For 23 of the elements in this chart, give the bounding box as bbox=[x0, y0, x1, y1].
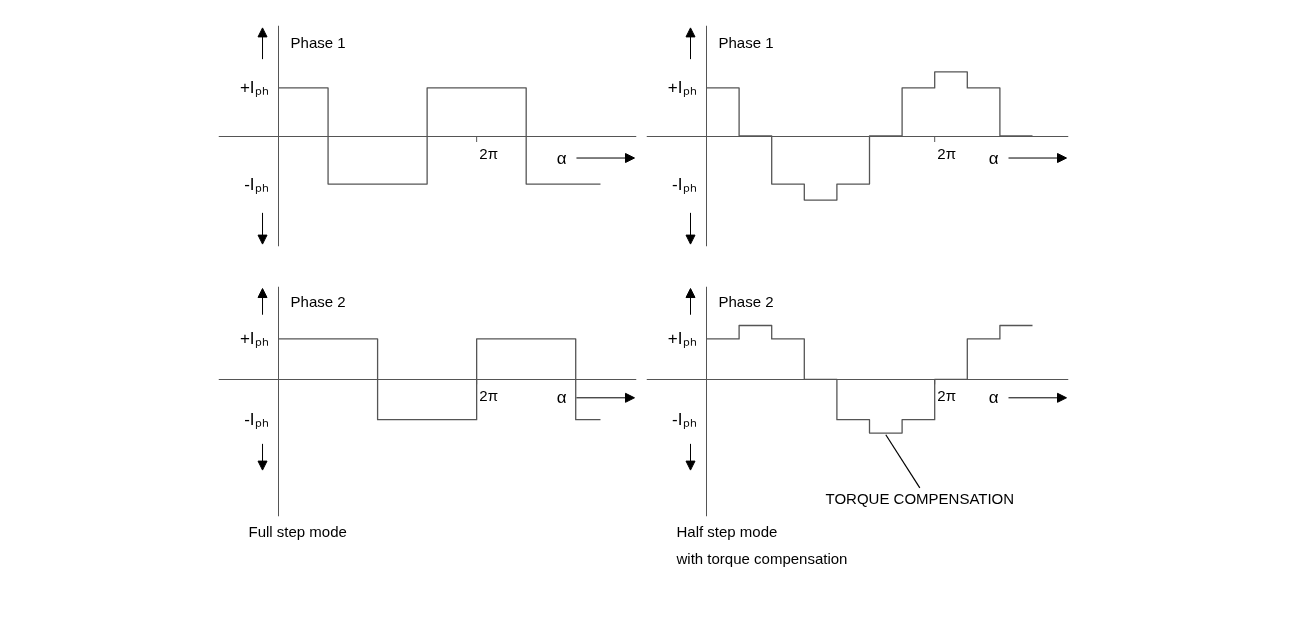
x-axis-title: α bbox=[556, 388, 567, 408]
x-axis-title: α bbox=[556, 148, 567, 168]
annotation: 2π bbox=[937, 386, 957, 404]
annotation: -Iₚₕ bbox=[672, 410, 697, 431]
x-axis-title: α bbox=[988, 148, 999, 168]
annotation: -Iₚₕ bbox=[244, 410, 269, 431]
annotation: -Iₚₕ bbox=[244, 174, 269, 195]
chart-title: Phase 2 bbox=[290, 293, 346, 311]
annotation: +Iₚₕ bbox=[667, 329, 697, 350]
x-axis-title: α bbox=[988, 388, 999, 408]
text: TORQUE COMPENSATION bbox=[825, 489, 1015, 507]
annotation: 2π bbox=[479, 386, 499, 404]
annotation: 2π bbox=[479, 145, 499, 163]
annotation: +Iₚₕ bbox=[667, 78, 697, 99]
text: Full step mode bbox=[248, 522, 347, 540]
annotation: +Iₚₕ bbox=[239, 78, 269, 99]
annotation: +Iₚₕ bbox=[239, 329, 269, 350]
annotation: -Iₚₕ bbox=[672, 174, 697, 195]
text: Half step mode with torque compensation bbox=[675, 522, 848, 567]
annotation: 2π bbox=[937, 145, 957, 163]
chart-title: Phase 1 bbox=[718, 33, 774, 51]
chart-title: Phase 2 bbox=[718, 293, 774, 311]
chart-title: Phase 1 bbox=[290, 33, 346, 51]
